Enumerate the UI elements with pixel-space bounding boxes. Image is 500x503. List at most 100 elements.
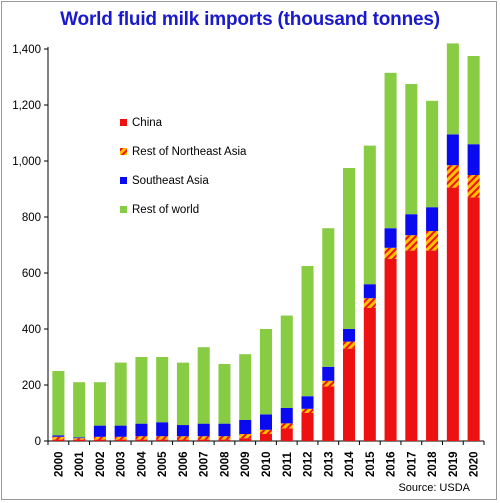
legend: China Rest of Northeast Asia Southeast Asi… (120, 117, 247, 216)
legend-label: Rest of world (132, 204, 199, 216)
bar-segment-rest-of-northeast-asia-2018 (426, 231, 439, 251)
x-tick-label: 2013 (323, 451, 335, 477)
bar-segment-southeast-asia-2000 (52, 435, 65, 437)
x-tick-label: 2018 (427, 451, 439, 477)
bar-segment-china-2006 (176, 439, 189, 441)
bar-segment-southeast-asia-2001 (73, 437, 86, 439)
bar-segment-rest-of-world-2005 (156, 357, 169, 423)
legend-label: China (132, 117, 163, 129)
bar-segment-rest-of-world-2015 (363, 145, 376, 285)
bar-segment-rest-of-world-2003 (114, 362, 127, 426)
bar-segment-rest-of-northeast-asia-2016 (384, 247, 397, 259)
bar-segment-southeast-asia-2017 (405, 214, 418, 236)
y-tick-label: 200 (22, 380, 41, 392)
bar-segment-china-2002 (93, 439, 106, 441)
y-tick-label: 0 (35, 436, 41, 448)
bar-segment-rest-of-northeast-asia-2020 (467, 175, 480, 198)
y-tick-label: 400 (22, 324, 41, 336)
x-tick-label: 2004 (136, 451, 148, 477)
x-tick-label: 2010 (261, 451, 273, 477)
bar-segment-rest-of-world-2013 (322, 228, 335, 367)
bar-segment-southeast-asia-2015 (363, 284, 376, 299)
bar-segment-china-2017 (405, 250, 418, 441)
bar-segment-rest-of-world-2011 (280, 315, 293, 408)
x-tick-label: 2006 (178, 451, 190, 477)
bar-segment-rest-of-northeast-asia-2019 (446, 165, 459, 188)
bar-segment-southeast-asia-2003 (114, 425, 127, 437)
bar-segment-southeast-asia-2012 (301, 396, 314, 409)
bar-segment-rest-of-world-2006 (176, 362, 189, 426)
bar-segment-china-2013 (322, 386, 335, 441)
legend-label: Rest of Northeast Asia (132, 146, 247, 158)
bar-segment-china-2014 (343, 348, 356, 441)
x-tick-label: 2015 (365, 451, 377, 477)
bar-segment-china-2007 (197, 439, 210, 441)
bar-segment-southeast-asia-2006 (176, 425, 189, 437)
bar-segment-rest-of-world-2008 (218, 364, 231, 424)
source-note: Source: USDA (398, 482, 470, 494)
bar-segment-southeast-asia-2005 (156, 422, 169, 437)
bar-segment-china-2001 (73, 439, 86, 441)
bar-segment-southeast-asia-2011 (280, 407, 293, 424)
bar-segment-rest-of-northeast-asia-2010 (259, 429, 273, 434)
x-tick-label: 2019 (448, 451, 460, 477)
bar-segment-china-2016 (384, 259, 397, 441)
bar-segment-rest-of-northeast-asia-2000 (52, 436, 65, 440)
bar-segment-rest-of-world-2009 (239, 354, 252, 420)
x-tick-label: 2003 (116, 451, 128, 477)
bar-segment-rest-of-northeast-asia-2002 (93, 436, 106, 440)
x-tick-label: 2000 (53, 451, 65, 477)
bar-segment-china-2003 (114, 439, 127, 441)
bar-segment-rest-of-northeast-asia-2014 (343, 341, 356, 349)
bar-segment-rest-of-northeast-asia-2005 (156, 436, 169, 440)
x-tick-label: 2005 (157, 451, 169, 477)
bar-segment-rest-of-northeast-asia-2001 (73, 438, 86, 440)
bar-segment-rest-of-world-2004 (135, 357, 148, 424)
bar-segment-rest-of-world-2020 (467, 56, 480, 145)
bar-segment-rest-of-world-2017 (405, 84, 418, 215)
bar-segment-china-2019 (446, 187, 459, 441)
x-tick-label: 2014 (344, 451, 356, 477)
bar-segment-china-2012 (301, 413, 314, 441)
bar-segment-southeast-asia-2019 (446, 134, 459, 166)
bar-segment-rest-of-northeast-asia-2015 (363, 298, 376, 308)
bar-segment-southeast-asia-2020 (467, 144, 480, 175)
bar-segment-rest-of-northeast-asia-2008 (218, 436, 231, 440)
bar-segment-rest-of-northeast-asia-2006 (176, 436, 189, 440)
bar-segment-rest-of-world-2002 (93, 382, 106, 426)
x-tick-label: 2017 (406, 451, 418, 477)
y-tick-label: 1,400 (12, 44, 41, 56)
legend-swatch-southeast-asia (120, 177, 127, 184)
bar-segment-rest-of-northeast-asia-2012 (301, 408, 314, 413)
bar-segment-rest-of-world-2012 (301, 266, 314, 397)
bar-segment-southeast-asia-2013 (322, 366, 335, 381)
chart-title: World fluid milk imports (thousand tonne… (60, 9, 440, 30)
bar-segment-southeast-asia-2018 (426, 207, 439, 231)
bar-segment-southeast-asia-2009 (239, 420, 252, 434)
bar-segment-southeast-asia-2004 (135, 423, 148, 437)
bar-segment-rest-of-northeast-asia-2003 (114, 436, 127, 440)
legend-label: Southeast Asia (132, 175, 209, 187)
bar-segment-rest-of-world-2016 (384, 72, 397, 229)
bar-segment-southeast-asia-2010 (259, 414, 273, 430)
bar-segment-southeast-asia-2007 (197, 423, 210, 437)
bar-segment-rest-of-world-2010 (259, 329, 273, 415)
bar-segment-china-2010 (259, 434, 273, 441)
bar-segment-china-2011 (280, 428, 293, 441)
bar-segment-rest-of-world-2018 (426, 100, 439, 208)
bar-segment-rest-of-world-2019 (446, 43, 459, 135)
x-tick-label: 2007 (199, 451, 211, 477)
bar-segment-rest-of-northeast-asia-2009 (239, 434, 252, 439)
bar-segment-china-2005 (156, 439, 169, 441)
bar-segment-china-2008 (218, 439, 231, 441)
bar-segment-rest-of-northeast-asia-2013 (322, 380, 335, 387)
plot-area: 0 200 400 600 800 1,000 1,200 1,400 2000 2001 2002… (12, 43, 485, 477)
x-tick-label: 2012 (303, 451, 315, 477)
bar-segment-southeast-asia-2016 (384, 228, 397, 248)
bar-segment-china-2004 (135, 439, 148, 441)
x-tick-label: 2002 (95, 451, 107, 477)
bar-segment-rest-of-world-2001 (73, 382, 86, 438)
x-tick-label: 2020 (469, 451, 481, 477)
bar-segment-southeast-asia-2014 (343, 329, 356, 342)
